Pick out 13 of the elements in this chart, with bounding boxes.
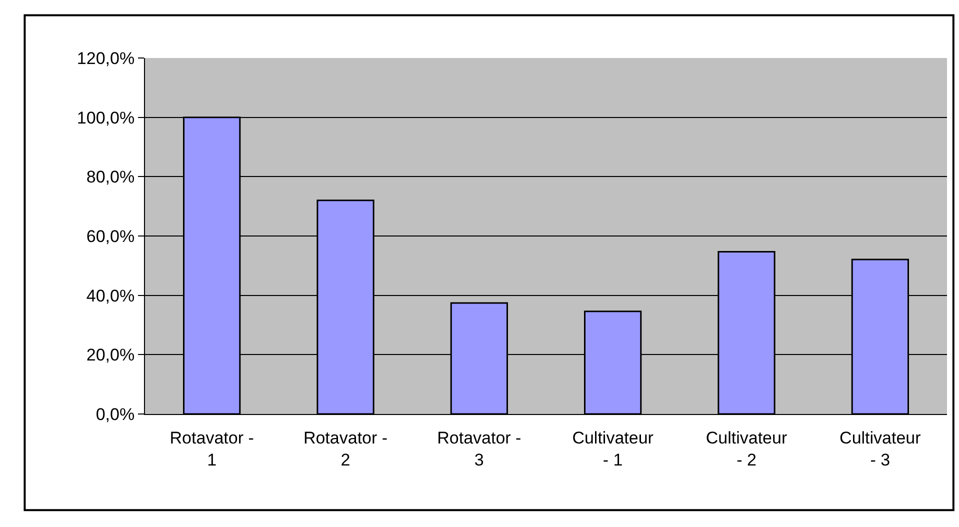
y-tick-label: 100,0%: [76, 108, 135, 128]
x-tick-label: Rotavator - 1: [170, 428, 254, 470]
y-tick-label: 0,0%: [96, 404, 135, 424]
x-tick-label: Cultivateur - 3: [840, 428, 922, 470]
y-tick-label: 40,0%: [86, 286, 135, 306]
y-tick-label: 120,0%: [76, 48, 135, 68]
x-tick-label: Rotavator - 3: [437, 428, 522, 470]
y-tick-label: 80,0%: [86, 168, 135, 187]
x-tick-label: Rotavator - 2: [303, 428, 388, 470]
y-tick-label: 20,0%: [86, 346, 135, 365]
x-tick-label: Cultivateur - 1: [572, 428, 654, 470]
y-tick-label: 60,0%: [86, 226, 135, 246]
x-tick-label: Cultivateur - 2: [706, 428, 788, 470]
